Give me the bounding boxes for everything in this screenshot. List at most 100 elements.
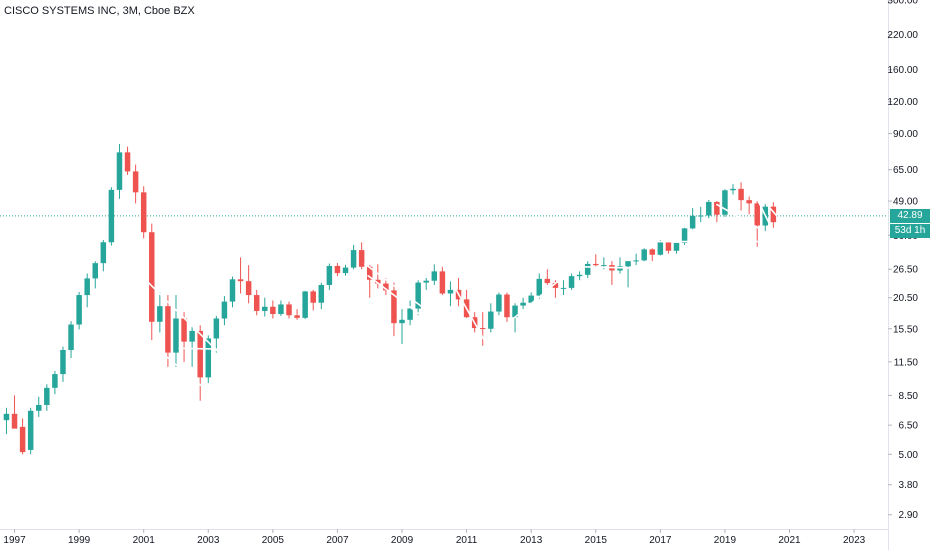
candle-body	[270, 306, 276, 315]
candle-body	[262, 306, 268, 311]
trend-line	[741, 176, 778, 217]
trend-line	[686, 176, 744, 211]
candle	[213, 315, 220, 353]
x-tick-label: 2001	[133, 535, 156, 546]
trend-line	[753, 191, 778, 240]
y-tick-label: 220.00	[887, 30, 918, 41]
candle-body	[318, 284, 325, 303]
candle	[730, 182, 736, 195]
candle	[657, 239, 664, 256]
candle-body	[245, 281, 252, 296]
candle	[108, 187, 115, 246]
candle-body	[237, 279, 244, 282]
candle-body	[480, 328, 486, 330]
candle-body	[76, 295, 82, 325]
candle-body	[415, 282, 421, 309]
candle	[617, 257, 623, 274]
candle	[189, 325, 195, 367]
candle	[366, 265, 373, 298]
candle-body	[157, 306, 163, 322]
candle	[706, 199, 712, 219]
candle	[375, 264, 381, 289]
candle	[504, 292, 510, 322]
candle-body	[108, 189, 115, 243]
candle-body	[302, 291, 308, 318]
trend-line	[367, 274, 474, 356]
x-tick-label: 2021	[778, 535, 801, 546]
candle	[262, 297, 268, 317]
x-tick-label: 2019	[714, 535, 737, 546]
candle-body	[407, 308, 413, 320]
x-tick-label: 2009	[391, 535, 414, 546]
candle-body	[431, 271, 438, 281]
last-price-label: 42.89	[890, 208, 930, 223]
candle	[68, 321, 74, 359]
candle	[641, 248, 647, 262]
candle-body	[520, 302, 526, 306]
candle-body	[149, 232, 155, 322]
candle-body	[641, 249, 647, 261]
candle-body	[576, 274, 583, 277]
candle-body	[366, 266, 373, 280]
candle-body	[60, 349, 66, 375]
candle	[76, 291, 82, 330]
candle	[480, 312, 486, 346]
candle-body	[52, 374, 58, 388]
candle	[689, 208, 696, 230]
candle-body	[399, 319, 405, 324]
candle-body	[706, 201, 712, 216]
y-tick-label: 8.50	[899, 391, 919, 402]
trend-line	[142, 277, 239, 372]
x-tick-label: 2013	[520, 535, 543, 546]
candle-body	[770, 206, 777, 223]
candle-body	[213, 318, 220, 339]
y-tick-label: 49.00	[893, 197, 918, 208]
candle-body	[601, 265, 607, 267]
trend-line	[142, 336, 227, 408]
candle	[100, 239, 107, 272]
candle	[221, 296, 228, 326]
candle	[229, 276, 236, 308]
candle-body	[84, 278, 90, 296]
trend-line	[486, 240, 607, 341]
candle	[270, 300, 276, 319]
candle-body	[681, 228, 688, 243]
y-tick-label: 120.00	[887, 97, 918, 108]
y-tick-label: 11.50	[894, 357, 919, 368]
y-tick-label: 26.50	[893, 265, 918, 276]
candle-body	[633, 260, 639, 262]
candle-body	[165, 306, 171, 353]
candle	[245, 265, 252, 304]
candle	[447, 280, 454, 307]
candle-body	[552, 283, 559, 288]
candle	[423, 277, 429, 290]
candle-body	[504, 294, 510, 318]
candle	[318, 282, 325, 310]
candle	[3, 407, 10, 435]
x-tick-label: 2017	[649, 535, 672, 546]
trend-line	[365, 260, 778, 273]
candle	[488, 303, 494, 333]
candle-body	[334, 265, 341, 274]
candle-body	[697, 215, 704, 217]
candle-body	[310, 291, 316, 303]
candle-body	[512, 305, 518, 318]
candle-body	[754, 203, 760, 226]
candle-body	[423, 280, 429, 283]
candle	[149, 223, 155, 341]
candle-body	[584, 263, 591, 275]
candle	[92, 261, 99, 289]
candle-body	[528, 295, 534, 303]
candle-body	[342, 267, 349, 274]
trend-line	[716, 203, 778, 240]
candle	[237, 257, 244, 294]
candle	[157, 292, 163, 333]
y-tick-label: 20.50	[893, 293, 918, 304]
candle-body	[665, 242, 672, 251]
candle-body	[124, 152, 131, 172]
candle-body	[375, 279, 381, 284]
y-tick-label: 3.80	[899, 480, 919, 491]
candle	[173, 295, 179, 367]
candle	[568, 273, 575, 290]
